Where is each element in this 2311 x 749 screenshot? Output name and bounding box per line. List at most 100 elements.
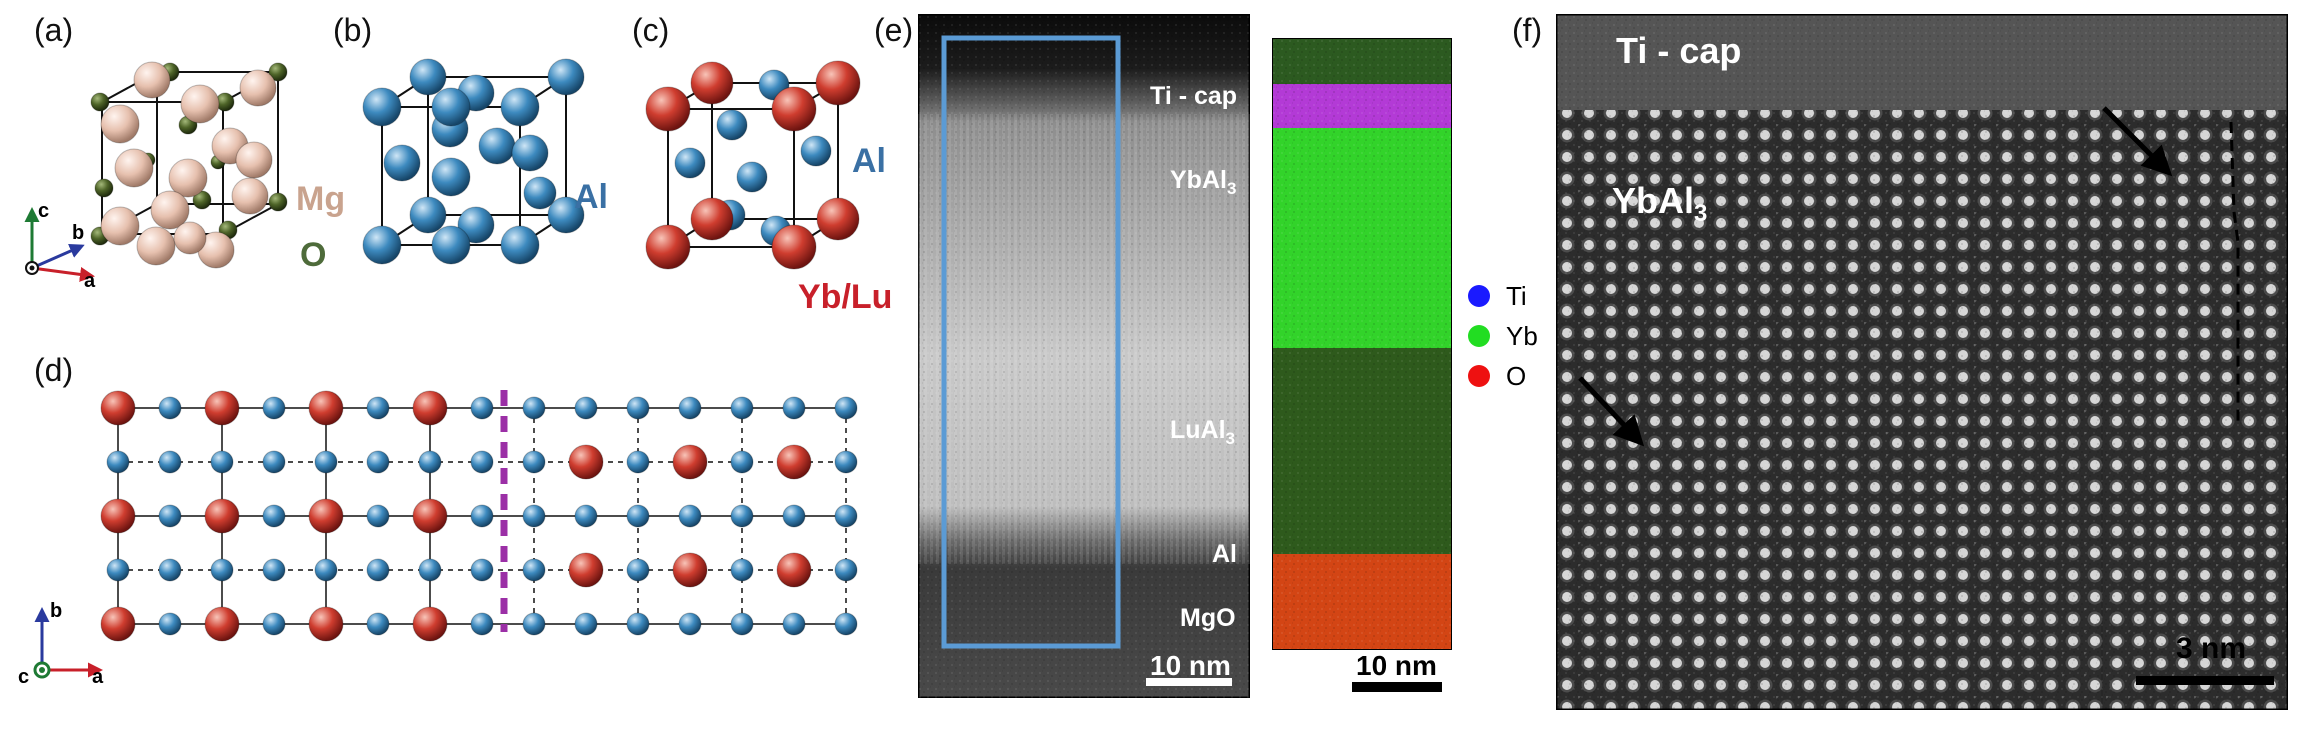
oxygen-atom <box>268 62 288 82</box>
ybl-atom <box>308 498 344 534</box>
al-atom <box>470 450 494 474</box>
al-atom <box>834 396 858 420</box>
magnesium-atom <box>136 226 176 266</box>
al-atom <box>574 504 598 528</box>
lual3-main: LuAl <box>1170 416 1226 444</box>
al-atom <box>366 396 390 420</box>
al-atom <box>782 396 806 420</box>
axis-b-label-d: b <box>50 600 63 622</box>
axis-b-label-a: b <box>72 222 85 244</box>
axis-c-label-a: c <box>38 200 50 222</box>
oxygen-atom <box>90 92 110 112</box>
al-atom <box>800 135 832 167</box>
legend-item-ti: Ti <box>1468 276 1538 316</box>
al-atom <box>500 225 540 265</box>
magnesium-atom <box>100 206 140 246</box>
al-atom <box>158 504 182 528</box>
ybl-atom <box>100 390 136 426</box>
al-atom <box>158 558 182 582</box>
magnesium-atom <box>150 190 190 230</box>
al-atom <box>716 109 748 141</box>
ybal3-f-sub: 3 <box>1694 200 1708 228</box>
magnesium-atom <box>180 84 220 124</box>
panel-a-label: (a) <box>34 12 74 48</box>
lual3-sub: 3 <box>1225 429 1236 448</box>
eds-map <box>1272 38 1452 650</box>
defect-arrow-lower <box>1578 376 1645 447</box>
al-atom <box>366 450 390 474</box>
panel-b-label: (b) <box>333 12 373 48</box>
al-atom <box>547 58 585 96</box>
legend-label-o: O <box>1506 360 1527 391</box>
al-atom <box>470 612 494 636</box>
al-atom <box>834 612 858 636</box>
al-atom <box>431 87 471 127</box>
al-atom <box>210 450 234 474</box>
al-atom <box>158 450 182 474</box>
ybl-atom <box>412 390 448 426</box>
al-atom <box>730 558 754 582</box>
magnesium-atom <box>231 177 269 215</box>
magnesium-atom <box>133 61 171 99</box>
panel-b-crystal <box>362 58 585 265</box>
al-atom <box>362 87 402 127</box>
al-atom <box>314 558 338 582</box>
ybal3-main: YbAl <box>1170 166 1227 194</box>
ybl-atom <box>645 224 691 270</box>
al-atom <box>470 504 494 528</box>
al-atom <box>158 396 182 420</box>
ybl-atom <box>690 61 734 105</box>
al-atom <box>106 558 130 582</box>
axis-c-label-d: c <box>18 666 30 688</box>
al-atom <box>418 558 442 582</box>
al-atom <box>574 612 598 636</box>
panel-a-crystal <box>24 61 288 282</box>
al-atom <box>522 450 546 474</box>
panel-e-label: (e) <box>874 12 914 48</box>
ybl-atom <box>568 444 604 480</box>
ybl-atom <box>204 498 240 534</box>
ybl-atom <box>412 498 448 534</box>
al-atom <box>314 450 338 474</box>
al-atom <box>470 558 494 582</box>
al-atom <box>730 396 754 420</box>
mgo-label-e: MgO <box>1180 604 1236 632</box>
ybal3-label-f: YbAl3 <box>1612 180 1707 228</box>
al-atom <box>626 396 650 420</box>
al-atom <box>500 87 540 127</box>
ybl-atom <box>776 552 812 588</box>
al-atom <box>158 612 182 636</box>
ybl-atom <box>672 552 708 588</box>
grain-boundary-line <box>2229 121 2240 426</box>
al-atom <box>418 450 442 474</box>
legend-dot-o <box>1468 365 1490 387</box>
al-atom <box>730 450 754 474</box>
al-atom <box>522 396 546 420</box>
ybl-atom <box>645 86 691 132</box>
al-atom <box>431 157 471 197</box>
al-atom <box>366 504 390 528</box>
al-atom <box>409 196 447 234</box>
al-label-b: Al <box>574 178 608 216</box>
magnesium-atom <box>100 104 140 144</box>
oxygen-atom <box>192 190 212 210</box>
eds-scalebar <box>1352 682 1442 692</box>
panel-f-label: (f) <box>1512 12 1543 48</box>
axis-a-label-d: a <box>92 666 104 688</box>
panel-d-label: (d) <box>34 352 74 388</box>
al-atom <box>626 612 650 636</box>
al-atom <box>523 176 557 210</box>
al-atom <box>366 612 390 636</box>
panel-d-supercell <box>33 390 858 679</box>
yblu-label: Yb/Lu <box>798 278 893 316</box>
ybl-atom <box>204 390 240 426</box>
al-atom <box>470 396 494 420</box>
ybal3-sub: 3 <box>1226 179 1237 198</box>
stem-scalebar <box>1146 678 1232 686</box>
stem-scalebar-label: 10 nm <box>1150 650 1231 681</box>
al-atom <box>262 450 286 474</box>
stem-image <box>918 14 1250 698</box>
al-atom <box>210 558 234 582</box>
al-atom <box>366 558 390 582</box>
lual3-label-e: LuAl3 <box>1170 416 1235 449</box>
